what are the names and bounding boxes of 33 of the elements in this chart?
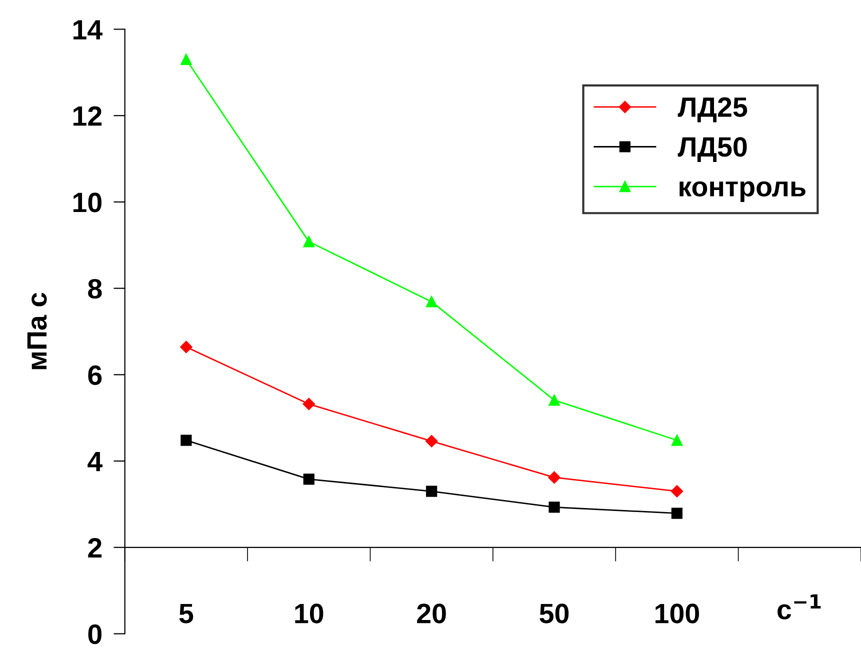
x-tick-label: 5	[179, 604, 194, 624]
point	[180, 340, 192, 354]
x-tick-label: 50	[540, 604, 569, 624]
point	[670, 485, 684, 498]
point	[426, 296, 438, 308]
point	[303, 236, 314, 248]
x-tick-label: 100	[656, 604, 699, 624]
point	[303, 474, 314, 485]
y-tick-label: 14	[73, 20, 102, 40]
y-axis-title: мПа с	[27, 292, 47, 370]
point	[180, 434, 192, 446]
y-tick-label: 6	[88, 365, 102, 386]
legend-label: ЛД25	[678, 97, 748, 122]
y-tick-label: 8	[88, 278, 102, 299]
point	[180, 54, 192, 66]
y-tick-label: 10	[73, 192, 102, 212]
legend-label: контроль	[680, 181, 806, 202]
point	[426, 486, 438, 497]
point	[425, 435, 438, 448]
point	[671, 434, 683, 446]
y-tick-label: 4	[88, 452, 102, 472]
point	[302, 398, 315, 410]
y-tick-label: 12	[73, 106, 102, 126]
x-tick-label: 20	[417, 604, 446, 624]
legend-label: ЛД50	[678, 137, 747, 162]
x-tick-label: 10	[295, 604, 324, 624]
point	[548, 471, 560, 484]
y-tick-label: 0	[88, 624, 102, 644]
point	[548, 502, 560, 513]
point	[671, 508, 683, 519]
x-axis-title: с$^{−1}$	[778, 594, 821, 620]
point	[548, 394, 560, 406]
y-tick-label: 2	[88, 538, 102, 558]
